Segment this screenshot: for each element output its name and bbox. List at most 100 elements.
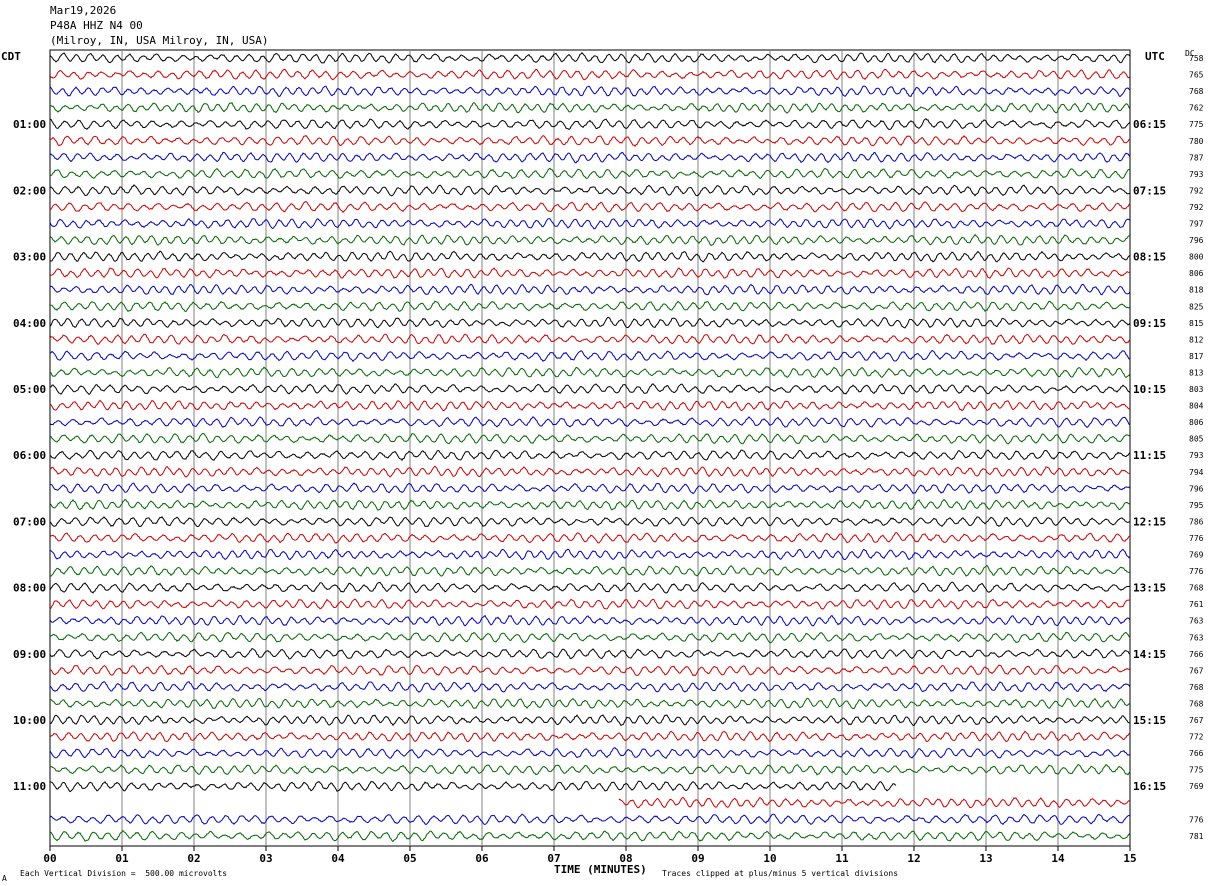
- dc-value-label: 793: [1189, 451, 1204, 460]
- dc-value-label: 776: [1189, 815, 1204, 824]
- seismic-trace: [49, 697, 1131, 710]
- seismic-trace: [49, 516, 1130, 528]
- dc-value-label: 776: [1189, 534, 1204, 543]
- dc-value-label: 772: [1189, 733, 1204, 742]
- dc-value-label: 787: [1189, 153, 1204, 162]
- dc-value-label: 775: [1189, 766, 1204, 775]
- dc-value-label: 768: [1189, 584, 1204, 593]
- seismic-trace: [49, 416, 1131, 429]
- x-tick-label: 13: [979, 852, 992, 865]
- dc-value-label: 804: [1189, 402, 1204, 411]
- seismic-trace: [49, 465, 1131, 478]
- seismic-trace: [49, 813, 1131, 826]
- utc-hour-label: 07:15: [1133, 184, 1166, 197]
- dc-value-label: 793: [1189, 170, 1204, 179]
- utc-hour-label: 10:15: [1133, 383, 1166, 396]
- dc-value-label: 805: [1189, 435, 1204, 444]
- utc-hour-label: 12:15: [1133, 515, 1166, 528]
- dc-value-label: 817: [1189, 352, 1204, 361]
- seismic-trace: [49, 233, 1130, 246]
- seismic-trace: [49, 333, 1131, 346]
- footer-scale-note: Each Vertical Division = 500.00 microvol…: [20, 869, 228, 878]
- cdt-hour-label: 09:00: [13, 648, 46, 661]
- location-label: (Milroy, IN, USA Milroy, IN, USA): [50, 34, 269, 47]
- seismic-trace: [49, 134, 1131, 148]
- x-tick-label: 14: [1051, 852, 1065, 865]
- dc-value-label: 795: [1189, 501, 1204, 510]
- cdt-hour-label: 05:00: [13, 383, 46, 396]
- x-tick-label: 10: [763, 852, 776, 865]
- seismic-trace: [49, 432, 1131, 445]
- dc-value-label: 765: [1189, 71, 1204, 80]
- dc-header-label: DC: [1185, 49, 1195, 58]
- dc-value-label: 796: [1189, 484, 1204, 493]
- seismic-trace: [49, 764, 1131, 776]
- utc-hour-label: 08:15: [1133, 251, 1166, 264]
- dc-value-label: 800: [1189, 253, 1204, 262]
- seismic-trace: [49, 250, 1131, 263]
- seismic-trace: [49, 85, 1131, 98]
- seismic-trace: [49, 101, 1131, 114]
- dc-value-label: 768: [1189, 683, 1204, 692]
- x-tick-label: 06: [475, 852, 489, 865]
- x-tick-label: 02: [187, 852, 200, 865]
- dc-value-label: 786: [1189, 517, 1204, 526]
- cdt-hour-label: 07:00: [13, 515, 46, 528]
- seismic-trace: [618, 796, 1131, 809]
- dc-value-label: 815: [1189, 319, 1204, 328]
- cdt-hour-label: 10:00: [13, 714, 46, 727]
- plot-frame: [49, 49, 1131, 847]
- seismic-trace: [49, 598, 1131, 611]
- x-tick-label: 03: [259, 852, 272, 865]
- seismic-trace: [49, 184, 1131, 197]
- cdt-hour-label: 02:00: [13, 184, 46, 197]
- seismic-trace: [49, 316, 1131, 329]
- dc-value-label: 766: [1189, 650, 1204, 659]
- dc-value-label: 812: [1189, 335, 1204, 344]
- seismic-trace: [49, 747, 1131, 759]
- left-timezone-label: CDT: [1, 50, 21, 63]
- seismic-trace: [49, 383, 1131, 396]
- seismic-trace: [49, 581, 1131, 594]
- dc-value-label: 781: [1189, 832, 1204, 841]
- date-label: Mar19,2026: [50, 4, 117, 17]
- utc-hour-label: 16:15: [1133, 780, 1166, 793]
- right-timezone-label: UTC: [1145, 50, 1165, 63]
- dc-value-label: 813: [1189, 368, 1204, 377]
- dc-value-label: 768: [1189, 87, 1204, 96]
- dc-value-label: 780: [1189, 137, 1204, 146]
- seismic-trace: [49, 300, 1131, 313]
- seismic-trace: [49, 218, 1131, 230]
- seismic-trace: [49, 366, 1131, 379]
- seismic-trace: [49, 201, 1131, 214]
- x-axis-title: TIME (MINUTES): [554, 863, 647, 876]
- seismic-trace: [49, 52, 1131, 64]
- cdt-hour-label: 06:00: [13, 449, 46, 462]
- dc-value-label: 797: [1189, 220, 1204, 229]
- dc-value-label: 776: [1189, 567, 1204, 576]
- seismic-trace: [49, 349, 1131, 363]
- utc-hour-label: 14:15: [1133, 648, 1166, 661]
- dc-value-label: 763: [1189, 633, 1204, 642]
- dc-value-label: 763: [1189, 617, 1204, 626]
- x-tick-label: 04: [331, 852, 345, 865]
- cdt-hour-label: 03:00: [13, 251, 46, 264]
- seismic-trace: [49, 118, 1131, 131]
- seismic-trace: [49, 399, 1131, 412]
- station-label: P48A HHZ N4 00: [50, 19, 143, 32]
- dc-value-label: 825: [1189, 302, 1204, 311]
- dc-value-label: 803: [1189, 385, 1204, 394]
- dc-value-label: 775: [1189, 120, 1204, 129]
- x-tick-label: 11: [835, 852, 849, 865]
- seismic-trace: [49, 548, 1131, 561]
- seismic-trace: [49, 151, 1131, 164]
- cdt-hour-label: 11:00: [13, 780, 46, 793]
- seismic-trace: [49, 498, 1131, 511]
- seismic-trace: [49, 714, 1131, 727]
- x-tick-label: 12: [907, 852, 920, 865]
- dc-value-label: 792: [1189, 203, 1204, 212]
- seismic-trace: [49, 680, 1131, 693]
- footer-clip-note: Traces clipped at plus/minus 5 vertical …: [662, 869, 899, 878]
- dc-value-label: 768: [1189, 699, 1204, 708]
